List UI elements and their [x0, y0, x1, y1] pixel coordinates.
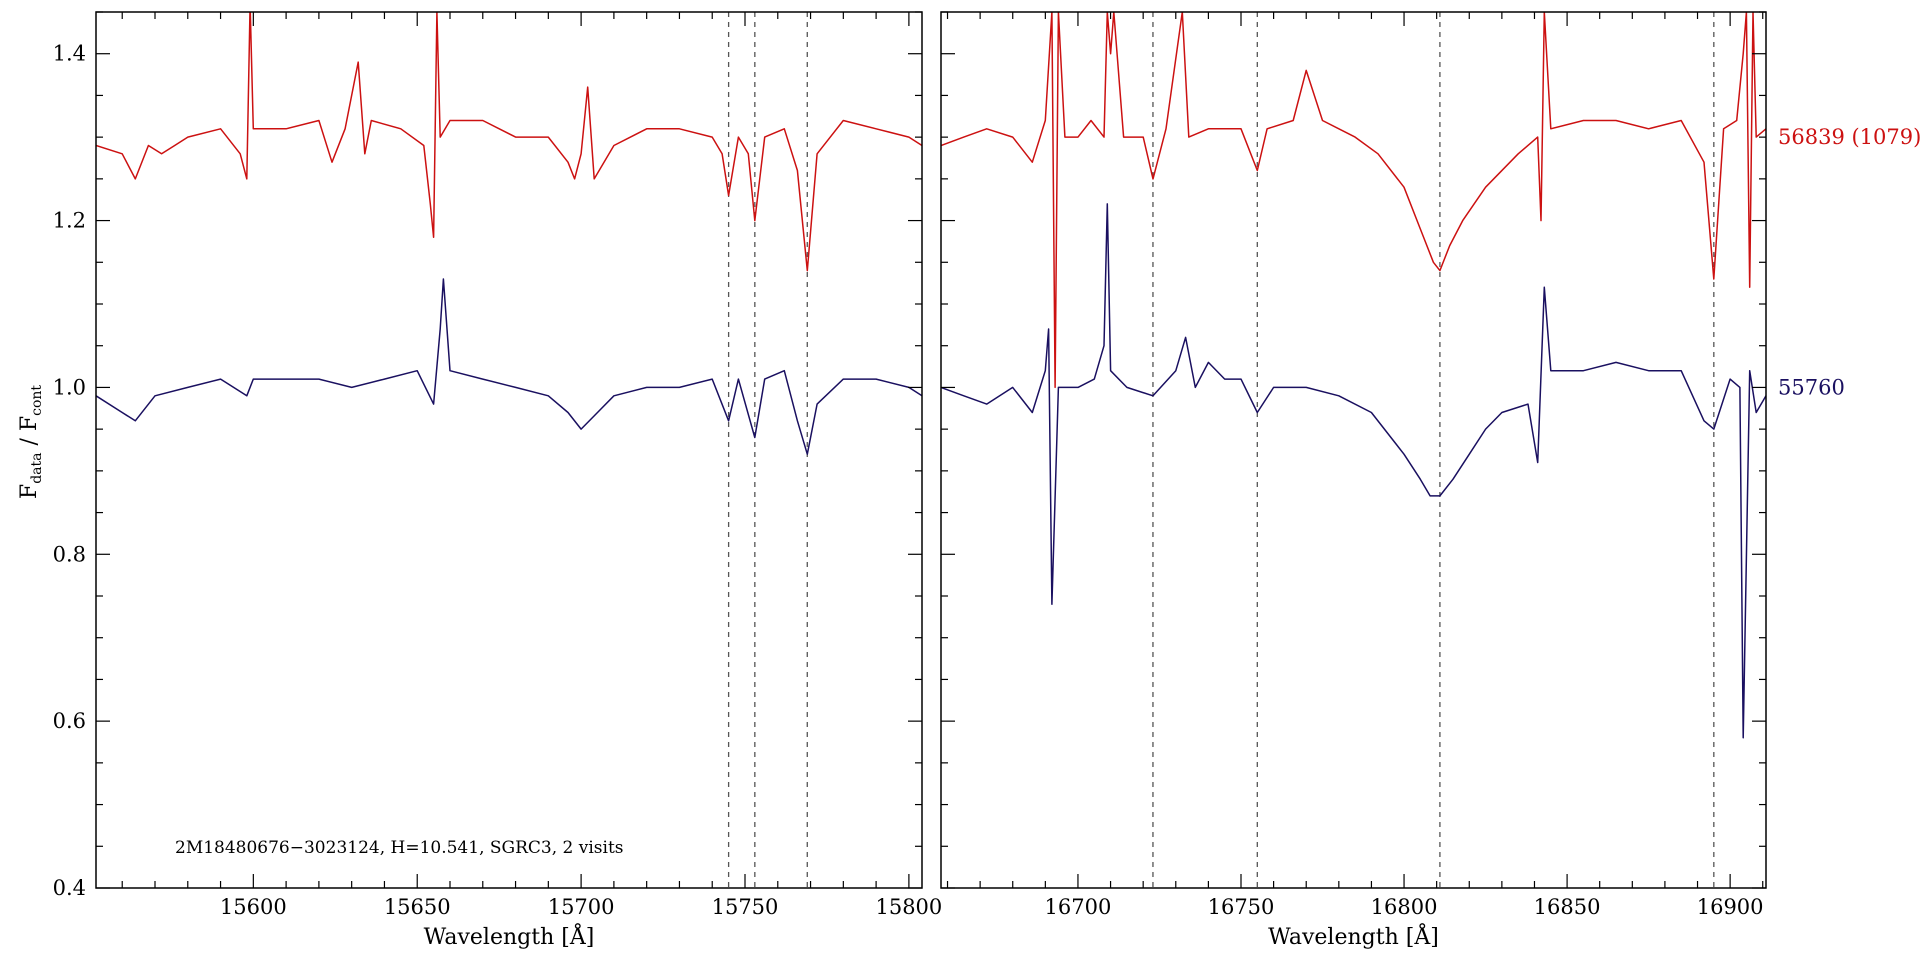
x-tick-label-right-0: 16700 — [1045, 895, 1112, 919]
series-labels: 56839 (1079) 55760 — [1778, 125, 1920, 399]
x-axis-label-right: Wavelength [Å] — [1268, 922, 1439, 950]
y-tick-label-1: 0.6 — [53, 709, 86, 733]
x-tick-label-left-3: 15750 — [712, 895, 779, 919]
y-tick-label-3: 1.0 — [53, 375, 86, 399]
series-label-0: 56839 (1079) — [1778, 125, 1920, 149]
figure-annotation: 2M18480676−3023124, H=10.541, SGRC3, 2 v… — [175, 838, 624, 858]
plot-frame-right — [940, 11, 1767, 889]
y-axis-label: Fdata / Fcont — [17, 385, 45, 500]
series-left-1 — [96, 278, 922, 455]
y-tick-label-0: 0.4 — [53, 876, 86, 900]
series-right-1 — [941, 203, 1766, 739]
series-label-1: 55760 — [1778, 375, 1845, 399]
x-tick-label-right-3: 16850 — [1534, 895, 1601, 919]
series-left-0 — [96, 12, 922, 272]
x-tick-label-left-4: 15800 — [875, 895, 942, 919]
series-right-0 — [941, 12, 1766, 389]
x-tick-label-right-1: 16750 — [1208, 895, 1275, 919]
x-tick-label-left-0: 15600 — [220, 895, 287, 919]
x-tick-label-left-2: 15700 — [548, 895, 615, 919]
right-panel: 16700 16750 16800 16850 16900 Wavelength [Å] — [940, 11, 1767, 950]
plot-frame-left — [95, 11, 923, 889]
y-tick-label-4: 1.2 — [53, 209, 86, 233]
y-tick-label-5: 1.4 — [53, 42, 86, 66]
x-tick-label-right-4: 16900 — [1697, 895, 1764, 919]
x-axis-label-left: Wavelength [Å] — [424, 922, 595, 950]
y-tick-label-2: 0.8 — [53, 542, 86, 566]
left-panel: 15600 15650 15700 15750 15800 0.4 0.6 0.8 1.0 1.2… — [53, 11, 942, 950]
x-tick-label-right-2: 16800 — [1371, 895, 1438, 919]
x-tick-label-left-1: 15650 — [384, 895, 451, 919]
